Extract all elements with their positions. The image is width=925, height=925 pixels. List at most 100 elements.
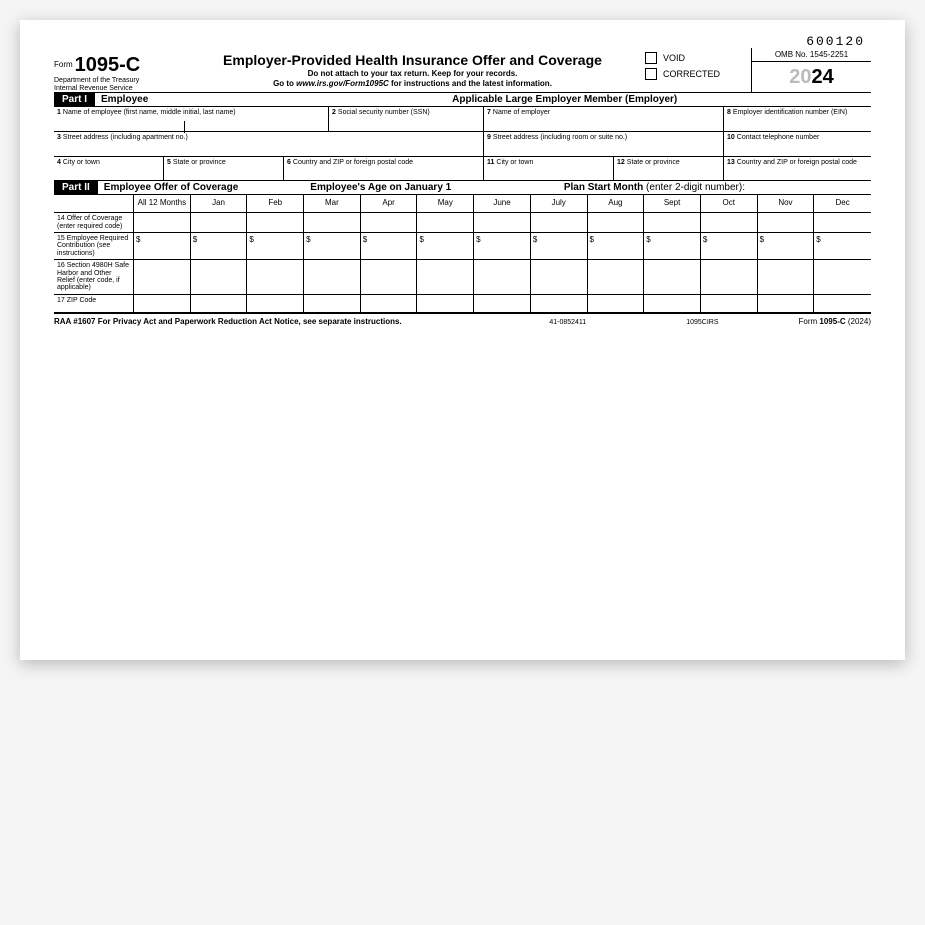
row15-all[interactable] bbox=[134, 233, 191, 260]
row15-aug[interactable] bbox=[588, 233, 645, 260]
row14-feb[interactable] bbox=[247, 213, 304, 233]
row14-jun[interactable] bbox=[474, 213, 531, 233]
form-footer: RAA #1607 For Privacy Act and Paperwork … bbox=[54, 314, 871, 326]
tax-year: 2024 bbox=[752, 62, 871, 92]
field-6[interactable]: 6Country and ZIP or foreign postal code bbox=[284, 157, 484, 181]
row15-oct[interactable] bbox=[701, 233, 758, 260]
row17-apr[interactable] bbox=[361, 295, 418, 313]
field-7[interactable]: 7Name of employer bbox=[484, 107, 724, 131]
field-2[interactable]: 2Social security number (SSN) bbox=[329, 107, 484, 131]
row16-feb[interactable] bbox=[247, 260, 304, 294]
form-subtitle: Do not attach to your tax return. Keep f… bbox=[190, 69, 635, 78]
field-11-label: City or town bbox=[496, 159, 533, 166]
row14-all[interactable] bbox=[134, 213, 191, 233]
row14-apr[interactable] bbox=[361, 213, 418, 233]
month-all: All 12 Months bbox=[134, 195, 191, 213]
goto-suffix: for instructions and the latest informat… bbox=[389, 79, 552, 88]
row15-dec[interactable] bbox=[814, 233, 871, 260]
row14-oct[interactable] bbox=[701, 213, 758, 233]
header-center: Employer-Provided Health Insurance Offer… bbox=[184, 48, 641, 92]
row17-feb[interactable] bbox=[247, 295, 304, 313]
row14-aug[interactable] bbox=[588, 213, 645, 233]
field-3[interactable]: 3Street address (including apartment no.… bbox=[54, 132, 484, 156]
field-9[interactable]: 9Street address (including room or suite… bbox=[484, 132, 724, 156]
row14-mar[interactable] bbox=[304, 213, 361, 233]
void-checkbox[interactable] bbox=[645, 52, 657, 64]
row14-may[interactable] bbox=[417, 213, 474, 233]
field-4[interactable]: 4City or town bbox=[54, 157, 164, 181]
row17-jul[interactable] bbox=[531, 295, 588, 313]
row14-sep[interactable] bbox=[644, 213, 701, 233]
row15-may[interactable] bbox=[417, 233, 474, 260]
corrected-label: CORRECTED bbox=[663, 69, 720, 79]
field-5-label: State or province bbox=[173, 159, 226, 166]
field-5[interactable]: 5State or province bbox=[164, 157, 284, 181]
row15-sep[interactable] bbox=[644, 233, 701, 260]
row17-may[interactable] bbox=[417, 295, 474, 313]
field-3-label: Street address (including apartment no.) bbox=[63, 134, 188, 141]
row17-jan[interactable] bbox=[191, 295, 248, 313]
corrected-checkbox[interactable] bbox=[645, 68, 657, 80]
footer-code1: 41-0852411 bbox=[549, 319, 586, 326]
row15-jan[interactable] bbox=[191, 233, 248, 260]
part1-row2: 3Street address (including apartment no.… bbox=[54, 132, 871, 157]
row16-aug[interactable] bbox=[588, 260, 645, 294]
row17-sep[interactable] bbox=[644, 295, 701, 313]
footer-form-prefix: Form bbox=[799, 317, 820, 326]
row14-dec[interactable] bbox=[814, 213, 871, 233]
month-jul: July bbox=[531, 195, 588, 213]
row14-jan[interactable] bbox=[191, 213, 248, 233]
row16-sep[interactable] bbox=[644, 260, 701, 294]
row16-jul[interactable] bbox=[531, 260, 588, 294]
row17-jun[interactable] bbox=[474, 295, 531, 313]
header-right: VOID CORRECTED OMB No. 1545-2251 2024 bbox=[641, 48, 871, 92]
field-10[interactable]: 10Contact telephone number bbox=[724, 132, 871, 156]
row14-jul[interactable] bbox=[531, 213, 588, 233]
part2-label: Part II bbox=[54, 181, 98, 194]
row15-feb[interactable] bbox=[247, 233, 304, 260]
part1-row1: 1Name of employee (first name, middle in… bbox=[54, 107, 871, 132]
row16-jan[interactable] bbox=[191, 260, 248, 294]
goto-url: www.irs.gov/Form1095C bbox=[296, 79, 389, 88]
row17-mar[interactable] bbox=[304, 295, 361, 313]
month-jan: Jan bbox=[191, 195, 248, 213]
field-11[interactable]: 11City or town bbox=[484, 157, 614, 181]
year-grey: 20 bbox=[789, 66, 811, 89]
row16-all[interactable] bbox=[134, 260, 191, 294]
row14-nov[interactable] bbox=[758, 213, 815, 233]
part2-title: Employee Offer of Coverage bbox=[98, 181, 244, 194]
part1-row3: 4City or town 5State or province 6Countr… bbox=[54, 157, 871, 182]
row17-aug[interactable] bbox=[588, 295, 645, 313]
row15-mar[interactable] bbox=[304, 233, 361, 260]
footer-notice: RAA #1607 For Privacy Act and Paperwork … bbox=[54, 317, 402, 326]
month-may: May bbox=[417, 195, 474, 213]
omb-number: OMB No. 1545-2251 bbox=[752, 48, 871, 62]
field-1[interactable]: 1Name of employee (first name, middle in… bbox=[54, 107, 329, 131]
row16-jun[interactable] bbox=[474, 260, 531, 294]
row16-oct[interactable] bbox=[701, 260, 758, 294]
field-12[interactable]: 12State or province bbox=[614, 157, 724, 181]
row15-jun[interactable] bbox=[474, 233, 531, 260]
row16-nov[interactable] bbox=[758, 260, 815, 294]
form-number: 1095-C bbox=[75, 54, 141, 77]
field-9-label: Street address (including room or suite … bbox=[493, 134, 627, 141]
row16-apr[interactable] bbox=[361, 260, 418, 294]
row17-nov[interactable] bbox=[758, 295, 815, 313]
field-13[interactable]: 13Country and ZIP or foreign postal code bbox=[724, 157, 871, 181]
month-feb: Feb bbox=[247, 195, 304, 213]
part2-plan: Plan Start Month (enter 2-digit number): bbox=[558, 181, 751, 194]
row16-dec[interactable] bbox=[814, 260, 871, 294]
part1-bar: Part I Employee Applicable Large Employe… bbox=[54, 93, 871, 107]
row15-apr[interactable] bbox=[361, 233, 418, 260]
row15-jul[interactable] bbox=[531, 233, 588, 260]
field-8[interactable]: 8Employer identification number (EIN) bbox=[724, 107, 871, 131]
row16-mar[interactable] bbox=[304, 260, 361, 294]
dept-line1: Department of the Treasury bbox=[54, 77, 184, 85]
row15-nov[interactable] bbox=[758, 233, 815, 260]
row17-dec[interactable] bbox=[814, 295, 871, 313]
part2-table: All 12 Months Jan Feb Mar Apr May June J… bbox=[54, 195, 871, 313]
row17-all[interactable] bbox=[134, 295, 191, 313]
row16-may[interactable] bbox=[417, 260, 474, 294]
part2-bar: Part II Employee Offer of Coverage Emplo… bbox=[54, 181, 871, 195]
row17-oct[interactable] bbox=[701, 295, 758, 313]
